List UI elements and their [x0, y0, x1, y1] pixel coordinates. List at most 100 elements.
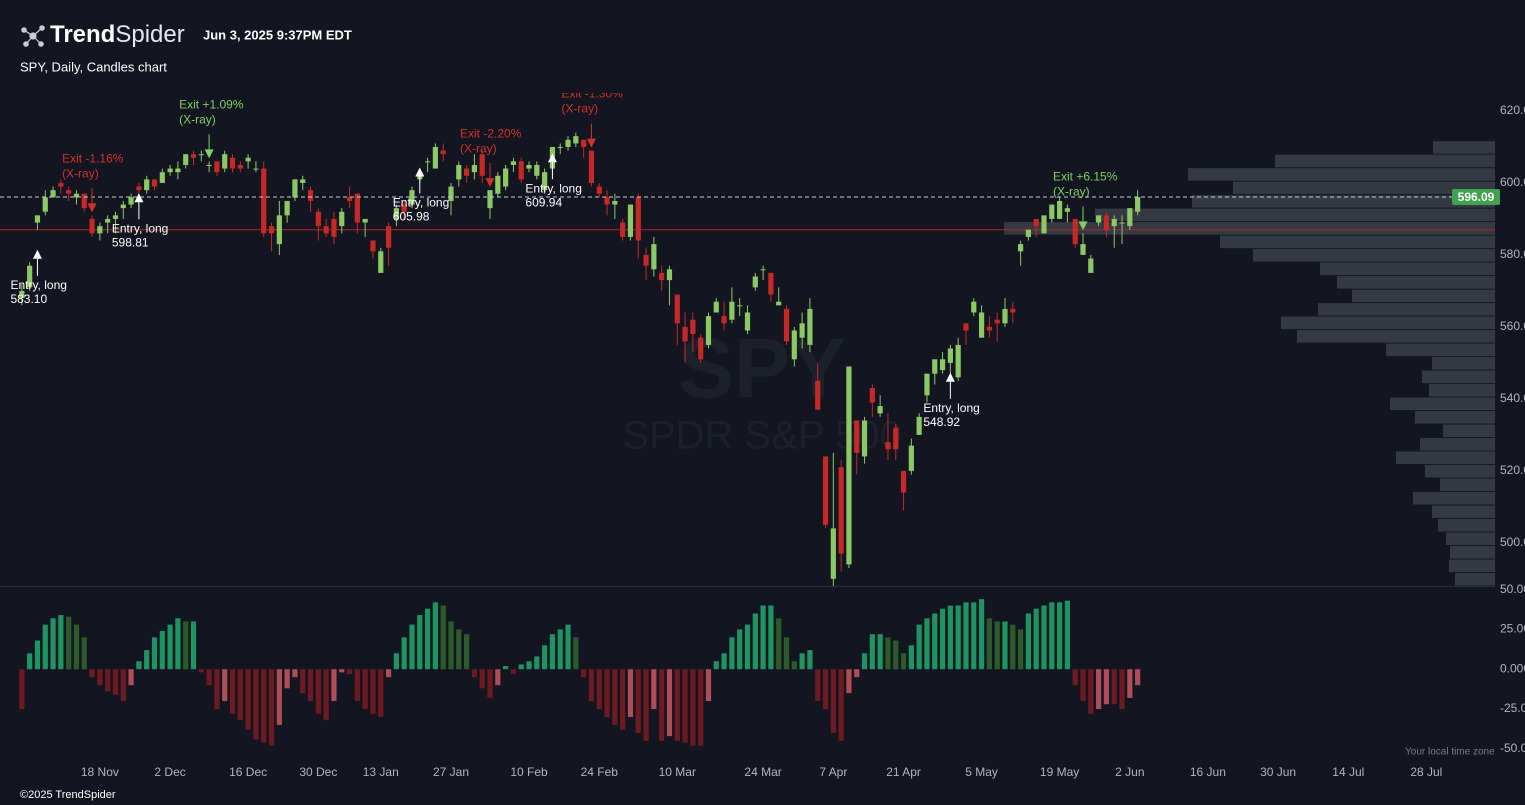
candle-body: [705, 316, 712, 345]
candle-body: [471, 164, 478, 173]
candle-body: [955, 344, 961, 378]
y2-tick-label: 50.000: [1500, 582, 1525, 596]
exit-note: (X-ray): [460, 141, 497, 155]
candle-body: [869, 388, 875, 403]
volume-profile-bar: [1429, 384, 1495, 397]
candle-body: [479, 154, 485, 176]
candle-body: [245, 157, 251, 162]
candle-body: [1103, 215, 1110, 230]
volume-profile-bar: [1438, 519, 1495, 532]
volume-profile-bar: [1233, 181, 1495, 195]
entry-price: 548.92: [923, 415, 960, 429]
candle-body: [659, 272, 665, 281]
candle-body: [1096, 215, 1102, 223]
histogram-bar: [292, 669, 298, 678]
histogram-bar: [370, 669, 376, 714]
histogram-bar: [276, 669, 282, 725]
histogram-bar: [73, 624, 80, 670]
candle-body: [331, 218, 337, 237]
x-tick-label: 5 May: [965, 765, 998, 779]
candle-body: [1119, 222, 1125, 224]
histogram-bar: [799, 653, 805, 670]
volume-profile-bar: [1095, 208, 1495, 222]
candle-body: [120, 204, 126, 209]
histogram-bar: [557, 629, 563, 670]
histogram-bar: [1088, 669, 1094, 714]
candle-body: [159, 172, 165, 183]
candle-body: [261, 168, 267, 234]
histogram-bar: [846, 669, 852, 694]
volume-profile-bar: [1188, 168, 1495, 181]
x-tick-label: 16 Dec: [229, 765, 267, 779]
volume-profile-bar: [1422, 370, 1495, 384]
histogram-bar: [261, 669, 267, 743]
candle-body: [1064, 208, 1071, 212]
histogram-bar: [791, 661, 797, 670]
histogram-bar: [183, 621, 189, 670]
entry-price: 583.10: [10, 292, 47, 306]
y-tick-label: 500.00: [1500, 535, 1525, 549]
candle-body: [752, 276, 758, 288]
candle-body: [612, 200, 618, 205]
candle-body: [136, 186, 142, 191]
x-tick-label: 16 Jun: [1190, 765, 1226, 779]
x-tick-label: 30 Dec: [299, 765, 337, 779]
x-tick-label: 24 Mar: [744, 765, 781, 779]
histogram-bar: [682, 669, 688, 743]
histogram-bar: [175, 618, 181, 670]
histogram-bar: [666, 669, 673, 737]
candle-body: [846, 366, 852, 565]
entry-arrow: [134, 193, 144, 203]
histogram-bar: [510, 669, 517, 674]
volume-profile-bar: [1281, 316, 1495, 330]
histogram-bar: [151, 637, 158, 670]
histogram-bar: [744, 624, 751, 670]
candle-body: [698, 337, 704, 360]
candle-body: [253, 168, 259, 170]
candle-body: [307, 190, 314, 201]
candle-body: [573, 136, 579, 144]
candle-body: [97, 226, 103, 234]
candle-body: [354, 193, 360, 223]
candle-body: [542, 172, 548, 191]
candle-body: [198, 154, 204, 156]
candle-body: [534, 164, 540, 176]
histogram-bar: [268, 669, 275, 746]
candle-body: [1072, 218, 1078, 245]
x-tick-label: 30 Jun: [1260, 765, 1296, 779]
candle-body: [1080, 244, 1086, 255]
timestamp: Jun 3, 2025 9:37PM EDT: [203, 27, 352, 42]
x-tick-label: 14 Jul: [1332, 765, 1364, 779]
y2-tick-label: -50.000: [1500, 741, 1525, 755]
histogram-bar: [971, 602, 977, 670]
histogram-bar: [229, 669, 236, 714]
volume-profile-bar: [1415, 411, 1495, 424]
histogram-bar: [1080, 669, 1086, 702]
candle-body: [666, 269, 673, 281]
volume-profile-bar: [1390, 397, 1495, 411]
histogram-bar: [362, 669, 368, 710]
histogram-bar: [1010, 624, 1016, 670]
histogram-bar: [1119, 669, 1125, 710]
candle-body: [932, 359, 938, 374]
histogram-bar: [822, 669, 829, 710]
volume-profile-bar: [1386, 343, 1495, 357]
candle-body: [885, 442, 891, 450]
histogram-bar: [783, 637, 790, 670]
histogram-bar: [830, 669, 836, 733]
candle-body: [440, 150, 446, 155]
histogram-bar: [721, 653, 727, 670]
candle-body: [190, 154, 197, 158]
histogram-bar: [916, 624, 922, 670]
oscillator-panel: [19, 599, 1141, 746]
histogram-bar: [526, 661, 532, 670]
candle-body: [323, 226, 329, 234]
histogram-bar: [456, 629, 462, 670]
candle-body: [783, 308, 790, 342]
histogram-bar: [900, 653, 907, 670]
exit-note: (X-ray): [62, 167, 99, 181]
histogram-bar: [315, 669, 321, 714]
histogram-bar: [307, 669, 314, 702]
histogram-bar: [651, 669, 657, 710]
x-tick-label: 24 Feb: [581, 765, 619, 779]
